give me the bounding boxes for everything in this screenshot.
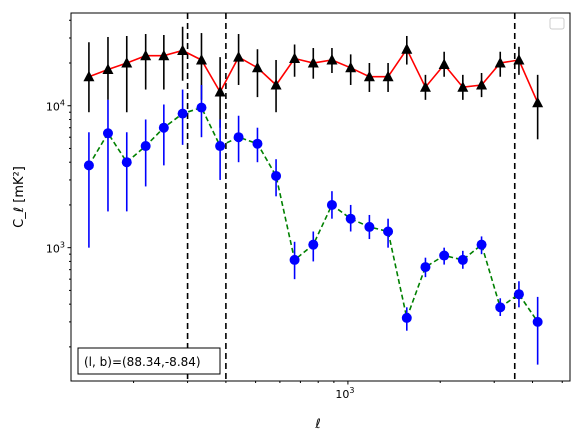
data-point [158,49,170,61]
data-point [83,160,94,171]
data-point [140,141,151,152]
series-1 [83,26,544,140]
series-2 [83,84,543,365]
data-point [289,254,300,265]
data-point [140,49,152,61]
data-point [383,226,394,237]
series-layer [83,26,544,365]
data-point [121,56,133,68]
data-point [345,61,357,73]
annotation-text: (l, b)=(88.34,-8.84) [84,355,201,369]
data-point [121,157,132,168]
data-point [83,70,95,82]
data-point [326,199,337,210]
data-point [196,102,207,113]
data-point [270,78,282,90]
data-point [102,63,114,74]
data-point [476,78,488,90]
data-point [438,58,450,70]
y-tick-label: 103 [46,241,65,256]
data-point [252,138,263,149]
data-point [364,221,375,232]
data-point [457,254,468,265]
data-point [158,122,169,133]
data-point [532,96,544,108]
data-point [439,250,450,261]
data-point [382,70,394,82]
data-point [401,312,412,323]
data-point [326,53,338,65]
axis-ticks: 103 103 104 [46,19,563,401]
data-point [419,81,431,92]
data-point [401,43,413,54]
data-point [345,213,356,224]
data-point [513,289,524,300]
data-point [289,52,301,64]
x-tick-label: 103 [335,386,354,401]
data-point [177,108,188,119]
data-point [494,56,506,68]
data-point [177,44,189,55]
legend-box [549,17,565,30]
x-axis-label: ℓ [314,417,320,432]
data-point [532,316,543,327]
data-point [457,81,469,92]
annotation-box: (l, b)=(88.34,-8.84) [77,347,221,375]
data-point [215,141,226,152]
y-tick-label: 104 [46,99,65,114]
data-point [102,128,113,139]
data-point [476,239,487,250]
data-point [214,85,226,97]
data-point [363,70,375,82]
data-point [513,53,525,65]
data-point [420,262,431,273]
vertical-lines [186,13,516,381]
data-point [307,56,319,68]
data-point [233,51,245,62]
plot-frame [70,12,571,382]
data-point [195,53,207,65]
data-point [308,239,319,250]
y-axis-label: C_ℓ [mK²] [12,166,27,228]
data-point [251,61,263,73]
data-point [495,302,506,313]
data-point [271,170,282,181]
data-point [233,132,244,143]
